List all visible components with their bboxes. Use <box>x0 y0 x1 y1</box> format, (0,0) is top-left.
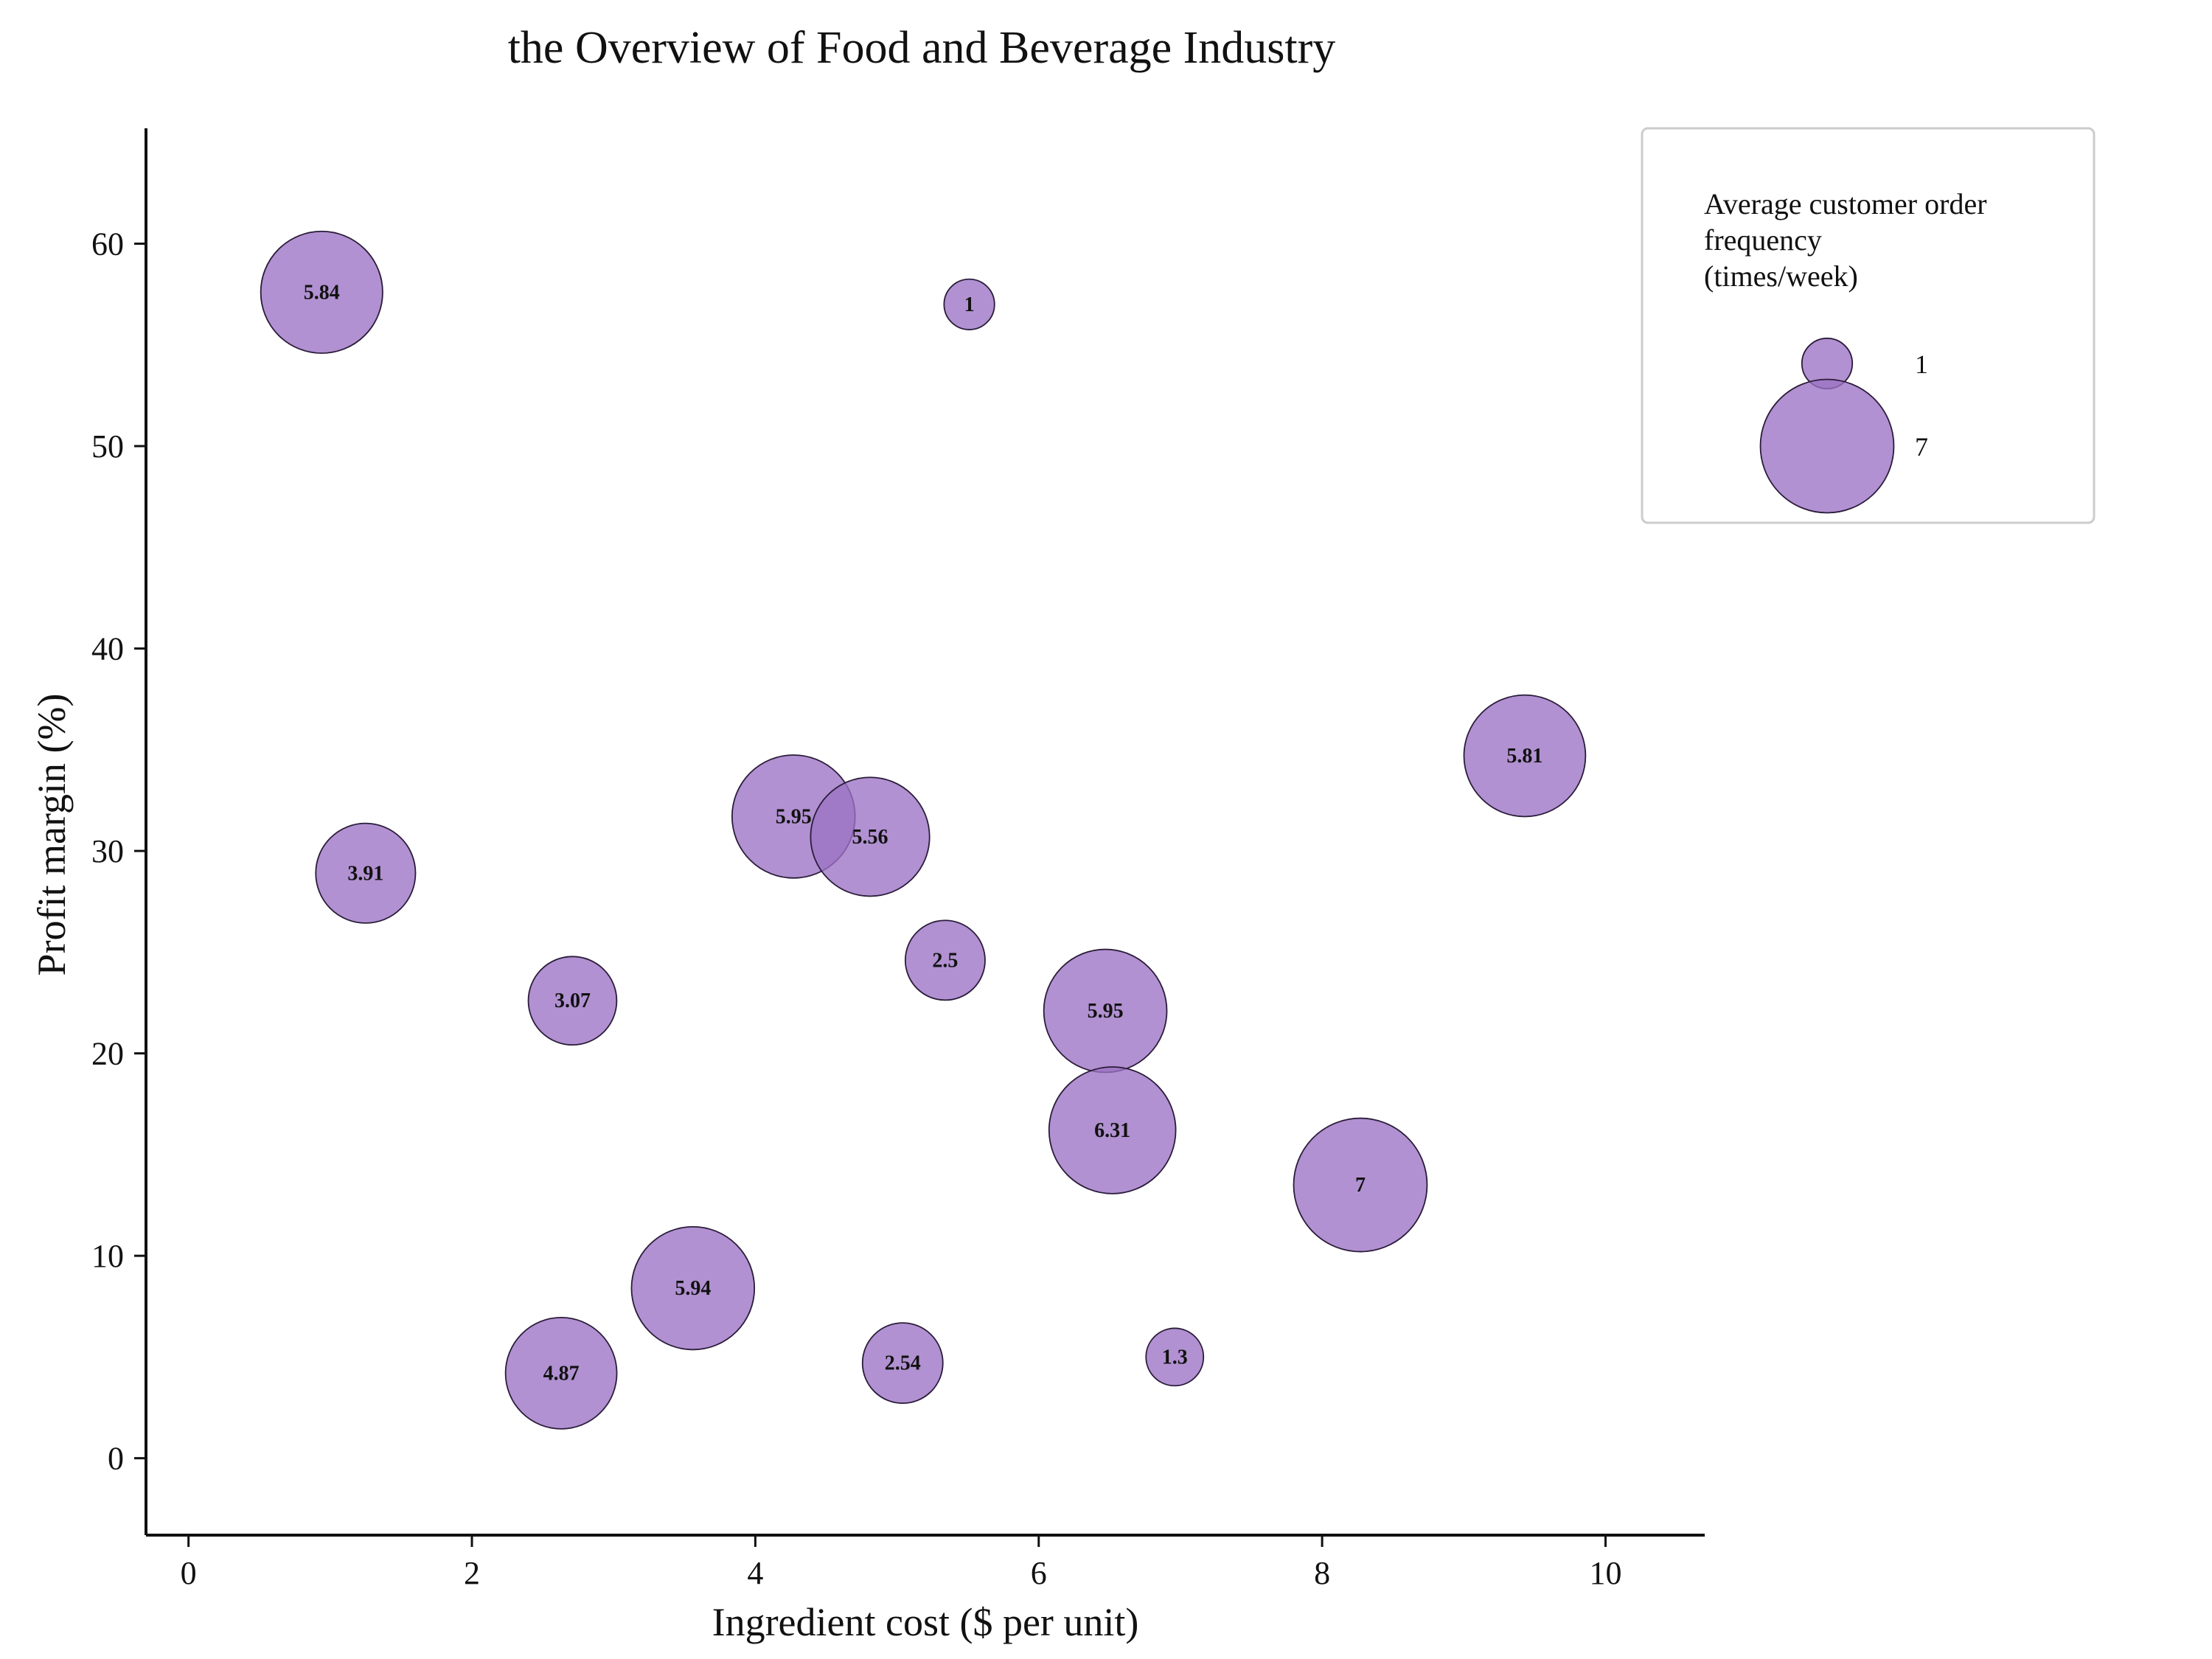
legend-title-line-3: (times/week) <box>1704 260 1858 293</box>
legend-entry-label: 1 <box>1915 349 1928 379</box>
bubble-marker <box>943 278 995 330</box>
bubble-data-label: 1 <box>964 293 975 316</box>
y-tick-label: 0 <box>108 1441 124 1477</box>
y-tick-label: 10 <box>91 1238 124 1274</box>
y-tick-label: 20 <box>91 1036 124 1072</box>
legend-entries: 17 <box>1759 337 1928 514</box>
x-axis-label: Ingredient cost ($ per unit) <box>712 1600 1139 1644</box>
bubble-data-label: 5.81 <box>1506 745 1543 768</box>
x-tick-label: 2 <box>464 1555 480 1591</box>
bubble-data-label: 2.5 <box>932 949 958 972</box>
bubble-data-label: 2.54 <box>885 1352 921 1375</box>
bubble-data-label: 6.31 <box>1094 1119 1130 1142</box>
y-tick-label: 50 <box>91 428 124 465</box>
bubble-data-label: 3.91 <box>347 862 383 885</box>
bubble-marker <box>260 230 383 354</box>
y-tick-label: 30 <box>91 833 124 869</box>
bubble-data-label: 5.95 <box>1088 1000 1124 1023</box>
bubble-data-label: 5.94 <box>675 1277 711 1300</box>
legend-frame <box>1641 127 2096 524</box>
bubble-marker <box>1145 1327 1205 1387</box>
legend-entry-label: 7 <box>1915 432 1928 462</box>
bubble-marker <box>527 956 618 1046</box>
bubble-data-label: 4.87 <box>543 1362 580 1385</box>
chart-title: the Overview of Food and Beverage Indust… <box>508 23 1336 73</box>
y-axis-label: Profit margin (%) <box>29 694 74 976</box>
y-tick-label: 40 <box>91 631 124 667</box>
bubble-marker <box>810 776 931 897</box>
x-axis-ticks: 0 2 4 6 8 10 <box>181 1535 1621 1591</box>
bubble-marker <box>1048 1066 1177 1194</box>
bubble-data-label: 7 <box>1355 1174 1366 1197</box>
bubble-data-label: 5.95 <box>776 805 812 828</box>
size-legend: Average customer order frequency (times/… <box>1641 127 2096 524</box>
bubble-marker <box>504 1317 618 1430</box>
bubble-marker <box>1293 1117 1428 1253</box>
bubble-marker <box>315 822 417 924</box>
y-axis-ticks: 0 10 20 30 40 50 60 <box>91 226 146 1477</box>
x-tick-label: 0 <box>181 1555 197 1591</box>
x-tick-label: 4 <box>747 1555 763 1591</box>
plot-area: 5.84 1 5.81 3.91 5.95 5.56 2.5 3.07 5.95 6.31 7 5.9… <box>260 230 1587 1430</box>
legend-title-line-2: frequency <box>1704 223 1822 257</box>
bubble-data-label: 5.56 <box>852 826 888 849</box>
bubble-marker <box>630 1225 756 1351</box>
x-tick-label: 10 <box>1589 1555 1621 1591</box>
x-tick-label: 6 <box>1031 1555 1047 1591</box>
legend-bubble-marker <box>1759 378 1895 514</box>
bubble-data-label: 3.07 <box>554 990 591 1012</box>
bubble-data-label: 5.84 <box>304 281 340 304</box>
bubble-data-label: 1.3 <box>1162 1346 1188 1368</box>
bubble-marker <box>861 1322 944 1405</box>
legend-title-line-1: Average customer order <box>1704 187 1987 220</box>
y-tick-label: 60 <box>91 226 124 262</box>
x-tick-label: 8 <box>1314 1555 1330 1591</box>
bubble-marker <box>904 919 986 1001</box>
bubble-marker <box>1463 694 1587 818</box>
